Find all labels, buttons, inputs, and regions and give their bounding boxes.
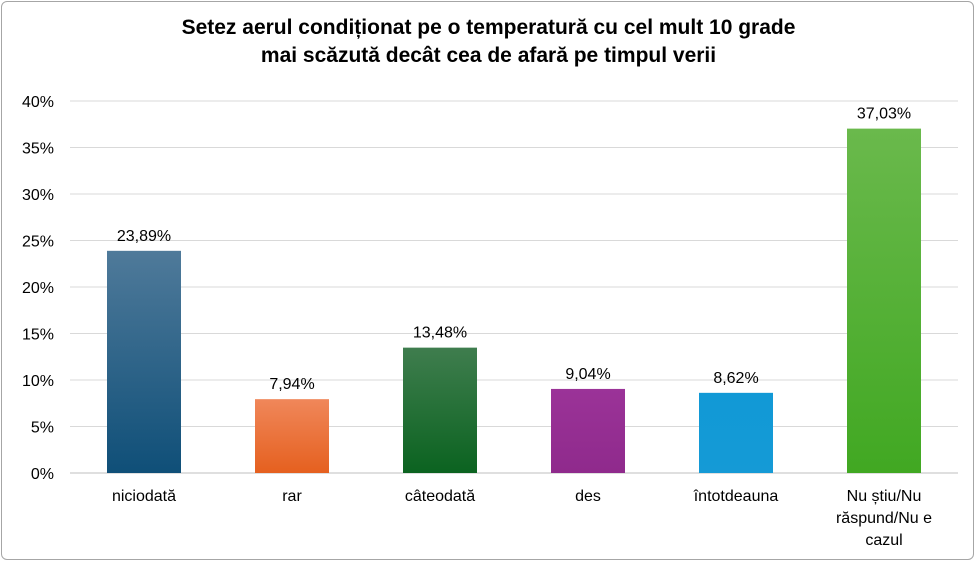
y-tick-label: 10% (22, 373, 54, 390)
bar (403, 347, 477, 473)
bar (699, 392, 773, 473)
data-label: 37,03% (857, 106, 911, 123)
data-label: 8,62% (713, 370, 758, 387)
category-label: răspund/Nu e (836, 510, 932, 527)
category-label: Nu știu/Nu (847, 488, 922, 505)
y-tick-label: 30% (22, 187, 54, 204)
data-labels: 23,89% 7,94% 13,48% 9,04% 8,62% 37,03% (117, 106, 911, 394)
y-tick-label: 15% (22, 327, 54, 344)
data-label: 23,89% (117, 228, 171, 245)
data-label: 7,94% (269, 376, 314, 393)
bar (847, 128, 921, 473)
category-label: câteodată (405, 488, 475, 505)
chart-title-line-2: mai scăzută decât cea de afară pe timpul… (260, 44, 717, 67)
data-label: 9,04% (565, 366, 610, 383)
data-label: 13,48% (413, 325, 467, 342)
grid-lines (70, 100, 958, 474)
y-axis-tick-labels: 0% 5% 10% 15% 20% 25% 30% 35% 40% (22, 94, 54, 483)
category-label: niciodată (112, 488, 176, 505)
chart-title-line-1: Setez aerul condiționat pe o temperatură… (181, 16, 796, 39)
category-label: rar (282, 488, 302, 505)
bars (107, 128, 921, 473)
y-tick-label: 35% (22, 141, 54, 158)
y-tick-label: 40% (22, 94, 54, 111)
bar (255, 399, 329, 473)
y-tick-label: 5% (31, 420, 54, 437)
category-labels: niciodată rar câteodată des întotdeauna Nu șt… (112, 488, 932, 549)
category-label: cazul (865, 532, 902, 549)
bar (551, 388, 625, 473)
bar (107, 250, 181, 473)
category-label: întotdeauna (693, 488, 779, 505)
category-label: des (575, 488, 601, 505)
y-tick-label: 25% (22, 234, 54, 251)
y-tick-label: 0% (31, 466, 54, 483)
chart-title: Setez aerul condiționat pe o temperatură… (0, 14, 977, 70)
y-tick-label: 20% (22, 280, 54, 297)
